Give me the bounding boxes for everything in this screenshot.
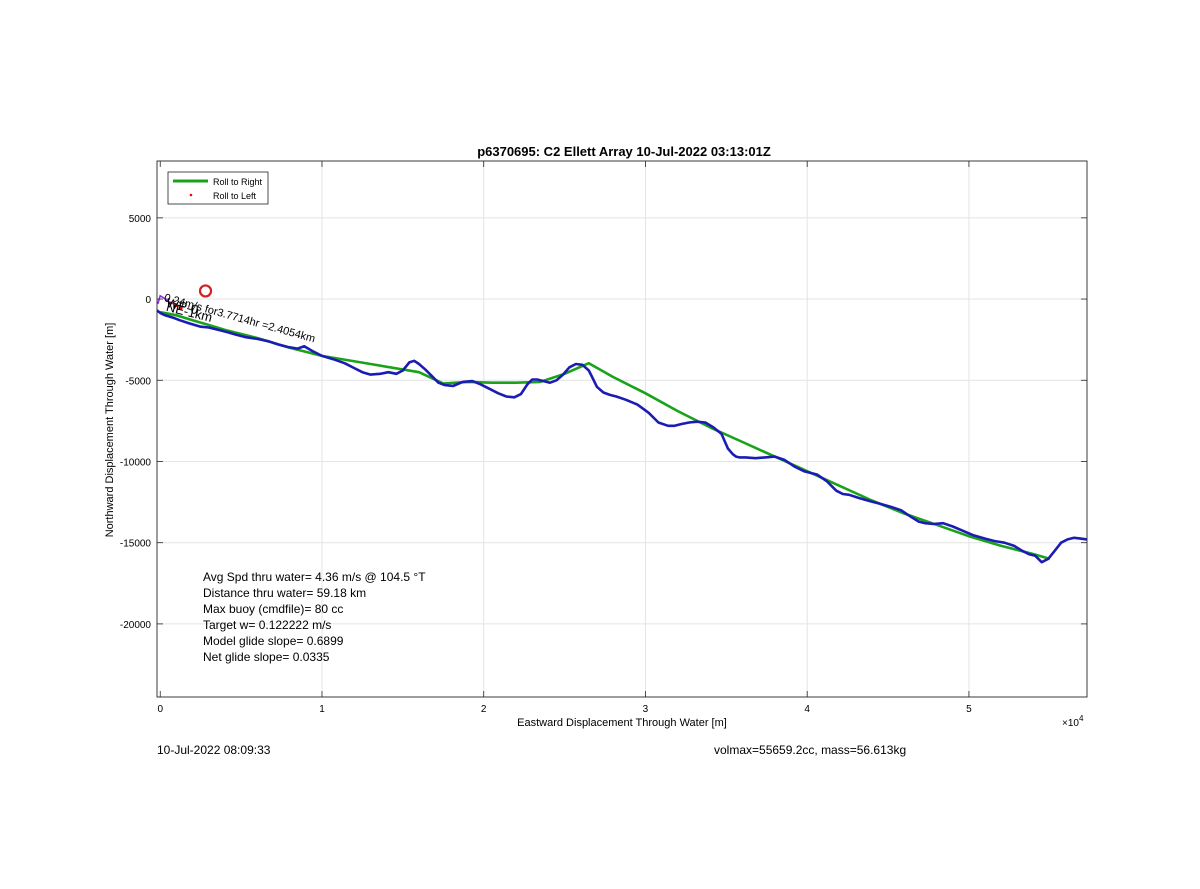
y-tick-label: -10000 bbox=[120, 457, 152, 468]
footer-vol-mass: volmax=55659.2cc, mass=56.613kg bbox=[714, 743, 907, 757]
x-tick-label: 3 bbox=[643, 704, 649, 715]
legend-label-roll-right: Roll to Right bbox=[213, 177, 263, 187]
annotation-model-glide: Model glide slope= 0.6899 bbox=[203, 634, 344, 648]
x-exponent-power: 4 bbox=[1079, 714, 1084, 723]
axes: 0 1 2 3 4 5 -20000 -15000 -10000 -5000 0 5000 bbox=[120, 160, 1088, 715]
legend-label-roll-left: Roll to Left bbox=[213, 191, 257, 201]
x-tick-label: 2 bbox=[481, 704, 487, 715]
series-layer: WP-0NE-1km bbox=[156, 284, 1088, 564]
y-tick-label: 0 bbox=[145, 295, 151, 306]
series-track-line bbox=[156, 309, 1088, 564]
end-circle-marker bbox=[198, 284, 213, 298]
y-tick-label: 5000 bbox=[129, 214, 152, 225]
chart-title: p6370695: C2 Ellett Array 10-Jul-2022 03… bbox=[477, 144, 771, 159]
legend-swatch-roll-left bbox=[189, 193, 193, 197]
annotation-distance: Distance thru water= 59.18 km bbox=[203, 586, 367, 600]
y-axis-label: Northward Displacement Through Water [m] bbox=[104, 323, 116, 538]
y-tick-label: -5000 bbox=[125, 376, 151, 387]
y-tick-label: -20000 bbox=[120, 620, 152, 631]
x-tick-label: 1 bbox=[319, 704, 325, 715]
annotation-target-w: Target w= 0.122222 m/s bbox=[203, 618, 332, 632]
annotation-net-glide: Net glide slope= 0.0335 bbox=[203, 650, 330, 664]
grid bbox=[157, 161, 1087, 697]
plot-frame bbox=[156, 160, 1088, 698]
legend-box bbox=[167, 171, 269, 205]
footer-timestamp: 10-Jul-2022 08:09:33 bbox=[157, 743, 271, 757]
roll-left-point bbox=[179, 306, 183, 310]
x-tick-label: 5 bbox=[966, 704, 972, 715]
annotation-avg-speed: Avg Spd thru water= 4.36 m/s @ 104.5 °T bbox=[203, 570, 426, 584]
x-axis-label: Eastward Displacement Through Water [m] bbox=[517, 717, 727, 729]
annotation-max-buoy: Max buoy (cmdfile)= 80 cc bbox=[203, 602, 344, 616]
roll-left-point bbox=[175, 304, 178, 307]
y-tick-label: -15000 bbox=[120, 539, 152, 550]
x-tick-label: 4 bbox=[804, 704, 810, 715]
start-track-line bbox=[157, 294, 173, 305]
x-tick-label: 0 bbox=[157, 704, 163, 715]
legend: Roll to Right Roll to Left bbox=[167, 171, 269, 205]
x-exponent-label: ×104 bbox=[1062, 714, 1084, 729]
